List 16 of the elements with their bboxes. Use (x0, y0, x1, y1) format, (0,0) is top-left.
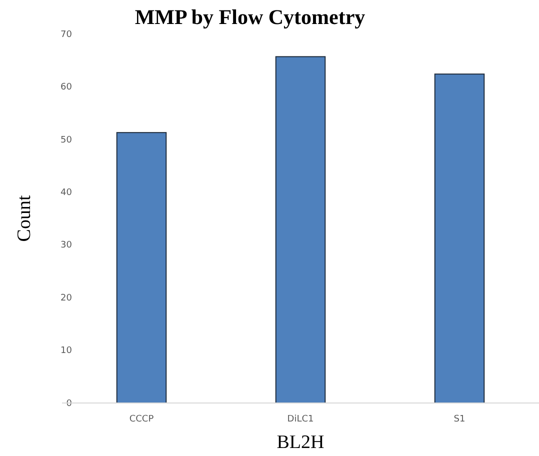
y-tick-label: 50 (60, 135, 72, 146)
bar (275, 56, 326, 404)
y-tick-label: 70 (60, 30, 72, 40)
bar (434, 74, 485, 404)
y-tick-label: 60 (60, 82, 72, 93)
y-tick-label: 20 (60, 293, 72, 304)
x-axis-title: BL2H (276, 432, 325, 453)
bar (116, 132, 167, 404)
y-tick-label: 40 (60, 188, 72, 198)
y-tick-label: 10 (60, 346, 72, 356)
x-tick-label: CCCP (129, 414, 154, 424)
chart-title: MMP by Flow Cytometry (134, 5, 366, 29)
y-tick-label: 30 (60, 240, 72, 251)
y-axis-title: Count (14, 194, 35, 242)
x-tick-label: S1 (454, 414, 466, 424)
x-tick-label: DiLC1 (287, 414, 314, 424)
